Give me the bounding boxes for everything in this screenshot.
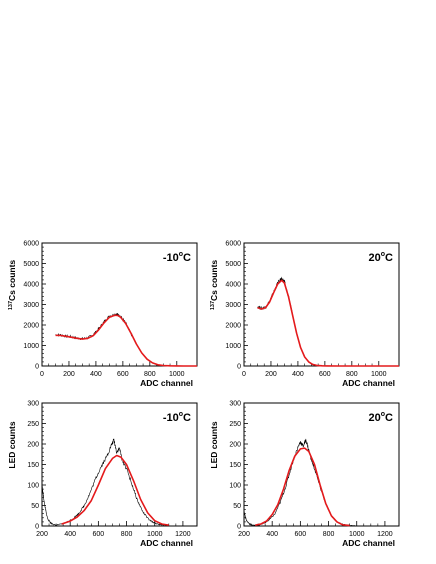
x-tick-label: 800 (121, 531, 133, 538)
x-tick-label: 600 (295, 531, 307, 538)
x-tick-label: 200 (63, 371, 75, 378)
x-tick-label: 600 (117, 371, 129, 378)
x-tick-label: 1000 (349, 531, 365, 538)
x-tick-label: 1000 (169, 371, 185, 378)
y-tick-label: 100 (27, 483, 39, 490)
x-tick-label: 1200 (175, 531, 191, 538)
x-tick-label: 400 (64, 531, 76, 538)
x-tick-label: 600 (319, 371, 331, 378)
y-tick-label: 150 (229, 462, 241, 469)
chart-panel-3: 200 400 600 800 1000 1200 0 50 100 150 200 250 300 AD… (7, 401, 198, 548)
y-tick-label: 1000 (23, 343, 39, 350)
temperature-value: 20 (369, 412, 381, 424)
temperature-unit: C (385, 252, 393, 264)
y-axis-label-superscript: 137 (210, 301, 216, 310)
temperature-value: 20 (369, 252, 381, 264)
fit-curve (55, 314, 197, 367)
y-tick-label: 250 (229, 421, 241, 428)
y-axis-label: 137Cs counts (209, 260, 219, 311)
y-tick-label: 6000 (23, 241, 39, 248)
y-axis-label: 137Cs counts (7, 260, 17, 311)
y-tick-label: 5000 (225, 261, 241, 268)
y-tick-label: 200 (27, 442, 39, 449)
y-axis-label: LED counts (7, 421, 17, 468)
x-axis-label: ADC channel (342, 378, 395, 388)
fit-curve (61, 454, 169, 526)
x-tick-label: 800 (144, 371, 156, 378)
temperature-degree: o (179, 251, 183, 258)
x-tick-label: 400 (90, 371, 102, 378)
x-tick-label: 400 (266, 531, 278, 538)
y-tick-label: 150 (27, 462, 39, 469)
temperature-unit: C (385, 412, 393, 424)
x-tick-label: 400 (292, 371, 304, 378)
x-tick-label: 0 (242, 371, 246, 378)
y-tick-label: 100 (229, 483, 241, 490)
x-tick-label: 200 (238, 531, 250, 538)
temperature-value: -10 (163, 252, 179, 264)
y-axis-label-superscript: 137 (8, 301, 14, 310)
temperature-label: -10oC (163, 251, 191, 264)
y-tick-label: 300 (229, 401, 241, 408)
chart-panel-1: 0 200 400 600 800 1000 0 1000 2000 3000 4000 5000 60… (7, 241, 198, 388)
y-tick-label: 300 (27, 401, 39, 408)
chart-panel-4: 200 400 600 800 1000 1200 0 50 100 150 200 250 300 AD… (209, 401, 400, 548)
x-axis-label: ADC channel (140, 378, 193, 388)
data-series-histogram (55, 313, 137, 345)
y-tick-label: 6000 (225, 241, 241, 248)
y-tick-label: 2000 (23, 323, 39, 330)
x-tick-label: 800 (346, 371, 358, 378)
y-tick-label: 3000 (225, 302, 241, 309)
temperature-label: 20oC (369, 411, 394, 424)
temperature-unit: C (183, 252, 191, 264)
y-tick-label: 50 (31, 503, 39, 510)
y-tick-label: 3000 (23, 302, 39, 309)
y-tick-label: 4000 (23, 282, 39, 289)
x-tick-label: 600 (93, 531, 105, 538)
y-tick-label: 0 (237, 364, 241, 371)
y-axis-label: LED counts (209, 421, 219, 468)
fit-curve (255, 447, 350, 527)
chart-panel-2: 0 200 400 600 800 1000 0 1000 2000 3000 4000 5000 60… (209, 241, 400, 388)
x-tick-label: 1000 (147, 531, 163, 538)
y-tick-label: 250 (27, 421, 39, 428)
temperature-degree: o (381, 411, 385, 418)
x-tick-label: 1200 (377, 531, 393, 538)
temperature-label: 20oC (369, 251, 394, 264)
temperature-value: -10 (163, 412, 179, 424)
temperature-unit: C (183, 412, 191, 424)
x-tick-label: 200 (265, 371, 277, 378)
fit-curve (257, 279, 399, 367)
y-tick-label: 4000 (225, 282, 241, 289)
y-tick-label: 2000 (225, 323, 241, 330)
x-tick-label: 800 (323, 531, 335, 538)
y-tick-label: 0 (237, 524, 241, 531)
y-tick-label: 0 (35, 364, 39, 371)
y-tick-label: 5000 (23, 261, 39, 268)
y-tick-label: 0 (35, 524, 39, 531)
y-tick-label: 200 (229, 442, 241, 449)
temperature-degree: o (179, 411, 183, 418)
y-tick-label: 50 (233, 503, 241, 510)
x-axis-label: ADC channel (342, 538, 395, 548)
temperature-degree: o (381, 251, 385, 258)
y-axis-label-text: Cs counts (209, 260, 219, 301)
x-tick-label: 200 (36, 531, 48, 538)
y-tick-label: 1000 (225, 343, 241, 350)
data-series-histogram (41, 438, 169, 527)
x-tick-label: 1000 (371, 371, 387, 378)
y-axis-label-text: Cs counts (7, 260, 17, 301)
data-series-histogram (243, 438, 357, 527)
x-axis-label: ADC channel (140, 538, 193, 548)
x-tick-label: 0 (40, 371, 44, 378)
temperature-label: -10oC (163, 411, 191, 424)
